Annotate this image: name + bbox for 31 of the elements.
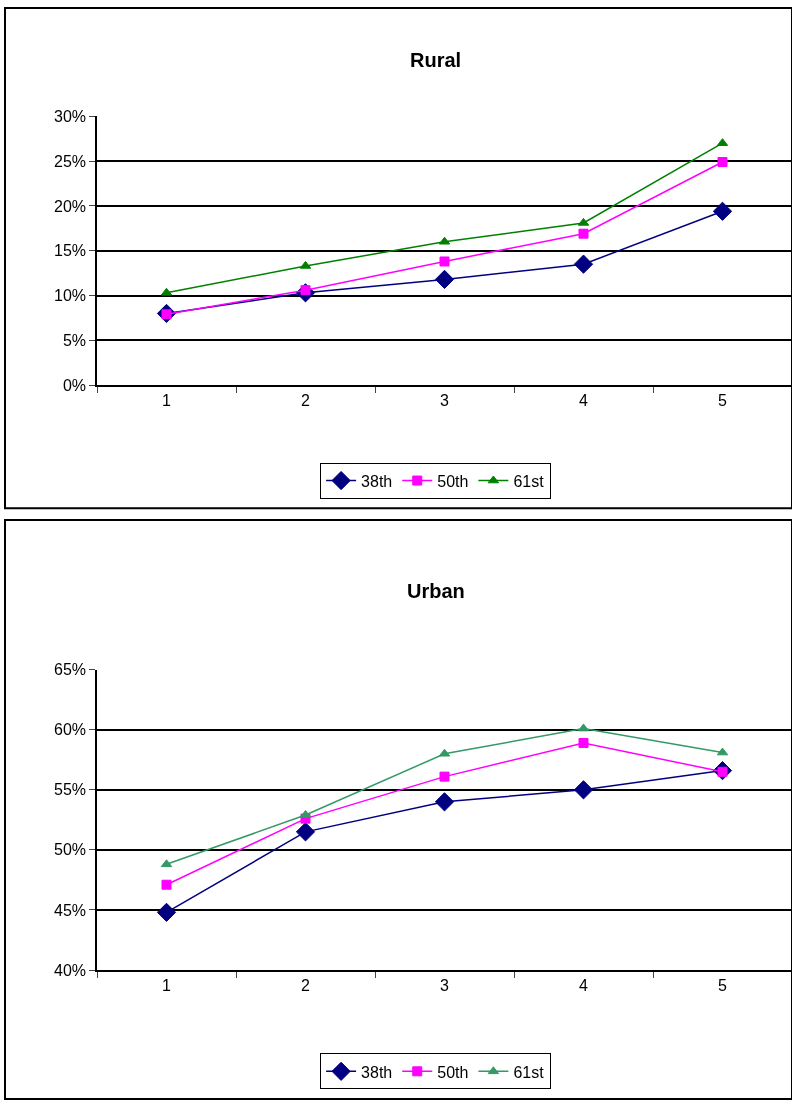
y-tick-label: 30% xyxy=(54,107,87,125)
chart-title: Rural xyxy=(410,49,462,71)
x-tick-label: 1 xyxy=(162,976,172,994)
y-tick-label: 25% xyxy=(54,152,87,170)
y-tick-label: 5% xyxy=(62,331,87,349)
legend-label: 38th xyxy=(361,472,393,490)
x-tick-label: 2 xyxy=(301,392,311,410)
x-tick-label: 2 xyxy=(301,976,311,994)
y-tick-label: 45% xyxy=(54,901,87,919)
x-tick-label: 3 xyxy=(440,392,450,410)
legend-label: 38th xyxy=(361,1063,393,1081)
x-tick-label: 5 xyxy=(718,392,728,410)
y-tick-label: 20% xyxy=(54,197,87,215)
y-tick-label: 65% xyxy=(54,661,87,679)
legend-label: 61st xyxy=(513,472,545,490)
x-tick-label: 4 xyxy=(579,392,589,410)
y-tick-label: 0% xyxy=(62,376,87,394)
y-tick-label: 40% xyxy=(54,961,87,979)
y-tick-label: 50% xyxy=(54,841,87,859)
y-tick-label: 10% xyxy=(54,287,87,305)
legend-label: 61st xyxy=(513,1063,545,1081)
chart-title: Urban xyxy=(407,580,465,602)
x-tick-label: 3 xyxy=(440,976,450,994)
legend-label: 50th xyxy=(437,472,469,490)
y-tick-label: 55% xyxy=(54,781,87,799)
y-tick-label: 60% xyxy=(54,721,87,739)
x-tick-label: 5 xyxy=(718,976,728,994)
x-tick-label: 1 xyxy=(162,392,172,410)
x-tick-label: 4 xyxy=(579,976,589,994)
legend-label: 50th xyxy=(437,1063,469,1081)
y-tick-label: 15% xyxy=(54,242,87,260)
